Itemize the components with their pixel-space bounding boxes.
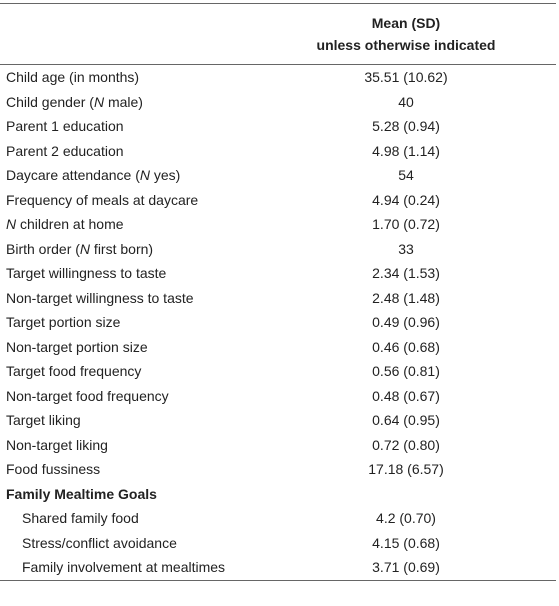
row-label: Daycare attendance (N yes) <box>6 167 181 184</box>
row-label: Frequency of meals at daycare <box>6 191 199 208</box>
table-row: Stress/conflict avoidance 4.15 (0.68) <box>0 531 556 556</box>
row-label: Target liking <box>6 412 81 429</box>
row-value: 3.71 (0.69) <box>372 559 440 576</box>
table-row: Birth order (N first born) 33 <box>0 237 556 262</box>
table-row: Child gender (N male) 40 <box>0 90 556 115</box>
row-label: Target willingness to taste <box>6 265 167 282</box>
section-empty <box>256 482 556 507</box>
table-row: Food fussiness 17.18 (6.57) <box>0 457 556 482</box>
row-value: 5.28 (0.94) <box>372 118 440 135</box>
data-table: Mean (SD) unless otherwise indicated Chi… <box>0 3 556 581</box>
row-label: Parent 2 education <box>6 142 124 159</box>
row-value: 33 <box>398 240 414 257</box>
section-row: Family Mealtime Goals <box>0 482 556 507</box>
row-value: 4.2 (0.70) <box>376 510 436 527</box>
table-row: Target liking 0.64 (0.95) <box>0 408 556 433</box>
table-row: Target food frequency 0.56 (0.81) <box>0 359 556 384</box>
row-label: Stress/conflict avoidance <box>22 534 177 551</box>
table-row: Parent 2 education 4.98 (1.14) <box>0 139 556 164</box>
row-label: Family involvement at mealtimes <box>22 559 226 576</box>
row-value: 17.18 (6.57) <box>368 461 444 478</box>
table-row: Daycare attendance (N yes) 54 <box>0 163 556 188</box>
table-row: Target portion size 0.49 (0.96) <box>0 310 556 335</box>
row-label: N children at home <box>6 216 124 233</box>
row-value: 1.70 (0.72) <box>372 216 440 233</box>
table-row: N children at home 1.70 (0.72) <box>0 212 556 237</box>
row-value: 4.98 (1.14) <box>372 142 440 159</box>
row-value: 35.51 (10.62) <box>364 69 448 86</box>
row-value: 0.49 (0.96) <box>372 314 440 331</box>
table-row: Shared family food 4.2 (0.70) <box>0 506 556 531</box>
table-body: Child age (in months) 35.51 (10.62) Child … <box>0 65 556 581</box>
header-line: unless otherwise indicated <box>316 37 496 53</box>
row-value: 0.72 (0.80) <box>372 436 440 453</box>
page: Mean (SD) unless otherwise indicated Chi… <box>0 3 559 606</box>
table-row: Child age (in months) 35.51 (10.62) <box>0 65 556 90</box>
table-row: Non-target portion size 0.46 (0.68) <box>0 335 556 360</box>
row-label: Child gender (N male) <box>6 93 143 110</box>
table-row: Non-target liking 0.72 (0.80) <box>0 433 556 458</box>
row-value: 0.46 (0.68) <box>372 338 440 355</box>
table-row: Family involvement at mealtimes 3.71 (0.6… <box>0 555 556 580</box>
table-row: Target willingness to taste 2.34 (1.53) <box>0 261 556 286</box>
header-empty <box>0 3 256 65</box>
row-value: 4.15 (0.68) <box>372 534 440 551</box>
row-label: Food fussiness <box>6 461 101 478</box>
row-label: Target food frequency <box>6 363 142 380</box>
row-value: 4.94 (0.24) <box>372 191 440 208</box>
row-value: 0.64 (0.95) <box>372 412 440 429</box>
row-label: Shared family food <box>22 510 139 527</box>
table-row: Non-target willingness to taste 2.48 (1.4… <box>0 286 556 311</box>
row-value: 2.48 (1.48) <box>372 289 440 306</box>
section-title: Family Mealtime Goals <box>6 485 157 502</box>
row-value: 0.48 (0.67) <box>372 387 440 404</box>
row-value: 54 <box>398 167 414 184</box>
header-row: Mean (SD) unless otherwise indicated <box>0 3 556 65</box>
row-label: Non-target liking <box>6 436 108 453</box>
row-label: Birth order (N first born) <box>6 240 154 257</box>
row-value: 0.56 (0.81) <box>372 363 440 380</box>
table-row: Non-target food frequency 0.48 (0.67) <box>0 384 556 409</box>
row-label: Non-target food frequency <box>6 387 169 404</box>
table-row: Parent 1 education 5.28 (0.94) <box>0 114 556 139</box>
row-label: Child age (in months) <box>6 69 140 86</box>
row-label: Parent 1 education <box>6 118 124 135</box>
header-line: Mean (SD) <box>371 15 441 31</box>
row-label: Non-target portion size <box>6 338 148 355</box>
row-value: 2.34 (1.53) <box>372 265 440 282</box>
row-label: Non-target willingness to taste <box>6 289 194 306</box>
row-label: Target portion size <box>6 314 121 331</box>
table-row: Frequency of meals at daycare 4.94 (0.24) <box>0 188 556 213</box>
header-cell: Mean (SD) unless otherwise indicated <box>256 3 556 65</box>
row-value: 40 <box>398 93 414 110</box>
